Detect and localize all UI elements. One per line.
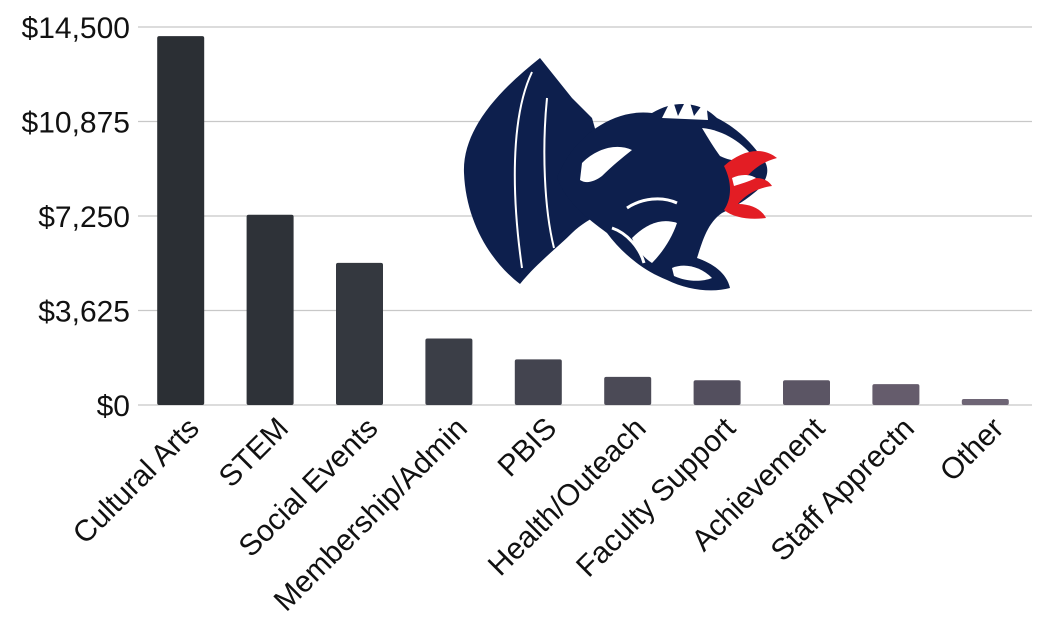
y-tick-label: $0 — [97, 390, 130, 423]
y-tick-label: $14,500 — [22, 12, 130, 45]
x-category-label: STEM — [213, 412, 295, 494]
bars — [157, 36, 1009, 405]
x-category-label: Cultural Arts — [67, 412, 206, 551]
x-category-label: PBIS — [492, 412, 564, 484]
x-category-label: Health/Outeach — [482, 412, 653, 583]
bar — [872, 384, 920, 405]
bar — [783, 380, 830, 405]
x-category-label: Other — [934, 412, 1010, 488]
bar — [336, 262, 383, 405]
bar — [425, 338, 473, 405]
bar — [604, 376, 652, 405]
x-category-label: Faculty Support — [570, 411, 742, 583]
dragon-logo-icon — [463, 58, 777, 291]
y-tick-label: $7,250 — [38, 201, 130, 234]
bar — [961, 399, 1009, 405]
bar — [693, 380, 741, 405]
bar — [157, 36, 205, 405]
bar — [246, 214, 294, 405]
y-tick-label: $3,625 — [38, 296, 130, 329]
y-axis-ticks: $0 $3,625 $7,250 $10,875 $14,500 — [22, 12, 130, 423]
bar — [514, 359, 562, 405]
y-tick-label: $10,875 — [22, 107, 130, 140]
